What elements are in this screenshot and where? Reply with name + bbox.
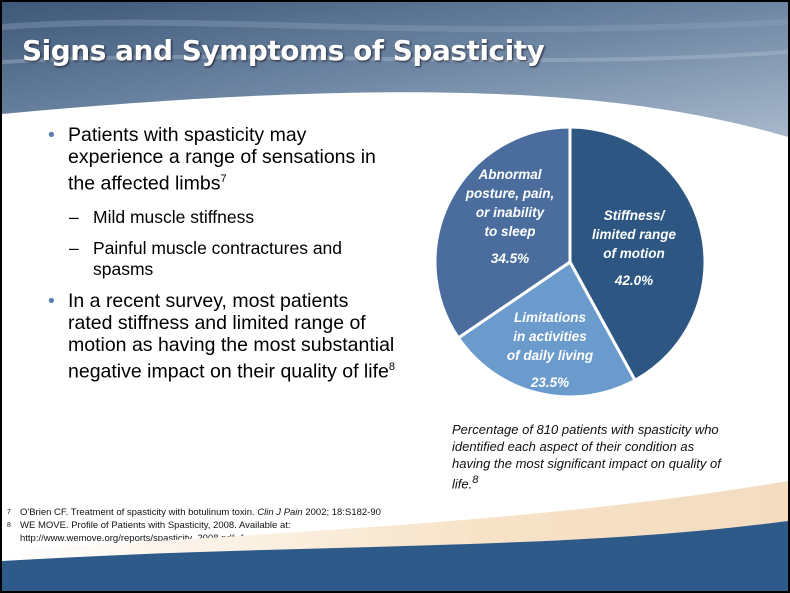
sub-bullet-item: – Mild muscle stiffness	[69, 206, 255, 227]
ref-text: WE MOVE. Profile of Patients with Spasti…	[20, 520, 291, 531]
slice-value-label: 42.0%	[614, 273, 653, 288]
reference-7: 7 O'Brien CF. Treatment of spasticity wit…	[7, 506, 381, 519]
bullet-list: Patients with spasticity may experience …	[48, 124, 398, 394]
ref-journal: Clin J Pain	[257, 507, 303, 518]
bullet-item: Patients with spasticity may experience …	[48, 124, 398, 195]
footer-banner	[2, 481, 788, 591]
reference-mark: 7	[220, 173, 227, 185]
ref-number: 8	[7, 522, 11, 529]
chart-caption: Percentage of 810 patients with spastici…	[452, 421, 722, 492]
slice-label: Limitations in activities of daily living	[507, 310, 594, 363]
reference-mark: 8	[472, 474, 479, 486]
pie-slice	[568, 125, 707, 383]
ref-text: 2002; 18:S182-90	[302, 507, 381, 518]
references: 7 O'Brien CF. Treatment of spasticity wit…	[7, 506, 381, 545]
slide-title: Signs and Symptoms of Spasticity	[22, 34, 545, 67]
sub-bullet-item: – Painful muscle contractures and spasms	[69, 237, 343, 279]
pie-chart: Stiffness/limited range of motion 42.0% Lim…	[433, 125, 707, 399]
sub-bullet-text: Painful muscle contractures and spasms	[93, 237, 343, 279]
bullet-text: In a recent survey, most patients rated …	[68, 289, 395, 382]
pie-slice	[456, 259, 638, 399]
ref-url[interactable]: http://www.wemove.org/reports/spasticity…	[20, 533, 349, 544]
slice-value-label: 23.5%	[530, 375, 569, 390]
reference-mark: 8	[388, 360, 395, 373]
slice-label: Abnormal posture, pain, or inability to sle…	[465, 167, 555, 239]
sub-bullet-text: Mild muscle stiffness	[93, 206, 255, 227]
header-banner	[2, 2, 788, 137]
bullet-item: In a recent survey, most patients rated …	[48, 290, 398, 383]
bullet-text: Patients with spasticity may experience …	[68, 124, 376, 195]
caption-text: Percentage of 810 patients with spastici…	[452, 422, 721, 492]
pie-slice	[433, 125, 572, 340]
ref-number: 7	[7, 509, 11, 516]
ref-text: O'Brien CF. Treatment of spasticity with…	[20, 507, 258, 518]
reference-8: 8 WE MOVE. Profile of Patients with Spast…	[7, 519, 381, 532]
reference-8-url: http://www.wemove.org/reports/spasticity…	[7, 532, 381, 545]
slice-label: Stiffness/limited range of motion	[592, 208, 677, 261]
slice-value-label: 34.5%	[491, 251, 529, 266]
